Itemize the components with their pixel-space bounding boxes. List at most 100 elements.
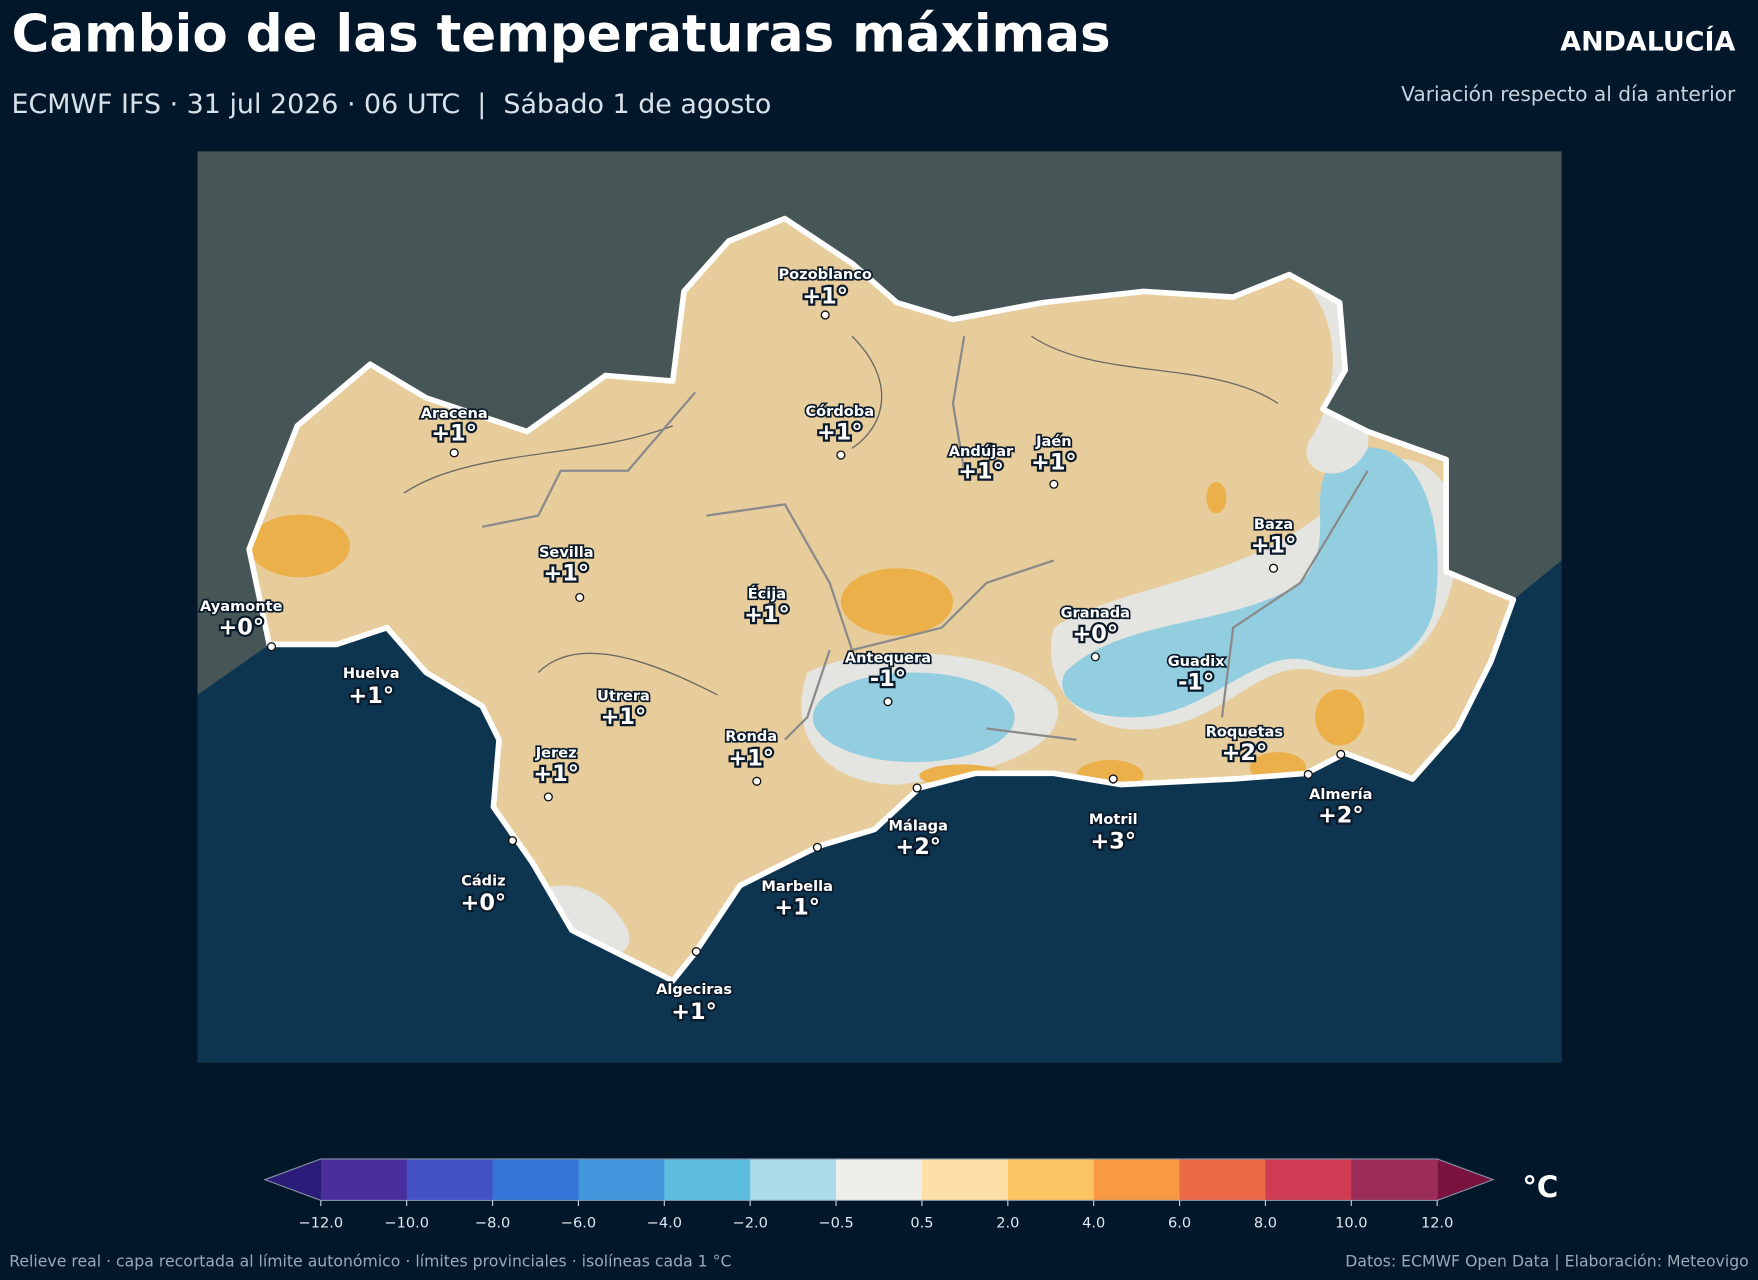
field-warm (1206, 481, 1227, 514)
title: Cambio de las temperaturas máximas (11, 5, 1110, 65)
city-value: -1° (870, 666, 906, 692)
colorbar-bin (492, 1158, 580, 1201)
colorbar-tick-label: 12.0 (1421, 1214, 1453, 1231)
colorbar-under (264, 1158, 321, 1201)
subtitle: ECMWF IFS · 31 jul 2026 · 06 UTC | Sábad… (11, 89, 771, 120)
city-value: -1° (1178, 669, 1214, 695)
colorbar-bin (406, 1158, 494, 1201)
colorbar-bin (750, 1158, 837, 1201)
city-name: Córdoba (805, 403, 874, 420)
city-name: Almería (1309, 786, 1372, 803)
city-dot (507, 836, 518, 846)
city-dot (1108, 774, 1118, 784)
colorbar-tick-label: −12.0 (299, 1214, 344, 1231)
city-value: +1° (1031, 450, 1077, 476)
province-border (482, 336, 1369, 741)
colorbar-bin (1351, 1158, 1438, 1201)
city-name: Motril (1089, 811, 1138, 828)
city-dot (266, 642, 277, 652)
city-name: Granada (1061, 605, 1130, 622)
cities: Pozoblanco+1°Aracena+1°Córdoba+1°Andújar… (198, 264, 1374, 1027)
colorbar-over (1437, 1158, 1494, 1201)
city-name: Sevilla (539, 544, 594, 561)
field-cool (812, 672, 1015, 763)
city-value: +0° (461, 890, 507, 916)
region: ANDALUCÍA (1560, 25, 1735, 57)
city-name: Jaén (1035, 433, 1071, 450)
city-dot (1268, 563, 1279, 573)
city-name: Pozoblanco (778, 266, 871, 283)
colorbar-tick-label: −10.0 (384, 1214, 429, 1231)
city-value: +2° (1318, 803, 1364, 829)
city-value: +0° (1073, 621, 1119, 647)
city-dot (912, 783, 922, 793)
field-cool (1062, 447, 1438, 718)
city-name: Aracena (421, 405, 488, 422)
city-value: +2° (1222, 740, 1268, 766)
city-name: Cádiz (461, 872, 505, 889)
city-dot (1303, 769, 1313, 780)
colorbar-bin (664, 1158, 751, 1201)
colorbar-tick-label: 10.0 (1335, 1214, 1367, 1231)
colorbar-bin (1179, 1158, 1266, 1201)
city-value: +1° (774, 895, 820, 921)
city-dot (812, 842, 822, 852)
city-dot (1090, 652, 1100, 662)
city-name: Ronda (725, 728, 777, 745)
description: Variación respecto al día anterior (1401, 82, 1736, 106)
city-dot (449, 448, 459, 458)
city-dot (575, 592, 585, 603)
city-name: Huelva (343, 665, 400, 682)
city-value: +1° (1251, 533, 1297, 559)
city-value: +1° (744, 602, 790, 628)
city-dot (691, 946, 701, 957)
colorbar-tick-label: 4.0 (1082, 1214, 1105, 1231)
city-name: Écija (748, 585, 786, 603)
city-name: Jerez (535, 745, 577, 762)
field-warm (249, 514, 350, 578)
city-value: +3° (1090, 828, 1136, 854)
field-warm (840, 568, 953, 636)
footer-left: Relieve real · capa recortada al límite … (9, 1252, 731, 1271)
colorbar-tick-label: −2.0 (733, 1214, 768, 1231)
city-dot (1336, 749, 1346, 759)
colorbar-tick-label: −6.0 (561, 1214, 596, 1231)
colorbar-tick-label: −0.5 (818, 1214, 853, 1231)
city-value: +1° (958, 459, 1004, 485)
city-name: Antequera (845, 649, 931, 666)
city-name: Ayamonte (200, 598, 283, 615)
city-name: Andújar (949, 443, 1014, 460)
sea (197, 560, 1562, 1063)
colorbar-bin (1265, 1158, 1352, 1201)
city-value: +1° (728, 746, 774, 772)
city-name: Guadix (1168, 653, 1226, 670)
city-value: +1° (543, 561, 589, 587)
city-value: +1° (348, 683, 394, 709)
footer-right: Datos: ECMWF Open Data | Elaboración: Me… (1345, 1252, 1749, 1271)
city-value: +2° (895, 834, 941, 860)
city-name: Algeciras (656, 981, 732, 998)
isoline (403, 335, 1279, 696)
city-dot (1049, 479, 1059, 489)
city-name: Marbella (761, 878, 833, 895)
colorbar-tick-label: 8.0 (1254, 1214, 1277, 1231)
city-value: +1° (671, 999, 717, 1025)
city-value: +1° (431, 420, 477, 446)
city-value: +1° (802, 284, 848, 310)
city-value: +1° (533, 761, 579, 787)
colorbar-tick-label: 2.0 (996, 1214, 1019, 1231)
field-warm (1315, 689, 1365, 746)
city-value: +1° (817, 419, 863, 445)
colorbar-unit: °C (1522, 1170, 1558, 1204)
colorbar-bin (836, 1158, 923, 1201)
city-name: Utrera (597, 688, 650, 705)
colorbar-tick-label: 6.0 (1168, 1214, 1191, 1231)
city-value: +1° (601, 704, 647, 730)
city-value: +0° (218, 614, 264, 640)
colorbar-bin (578, 1158, 665, 1201)
city-dot (752, 776, 762, 786)
colorbar-bin (320, 1158, 408, 1201)
city-dot (543, 792, 553, 802)
